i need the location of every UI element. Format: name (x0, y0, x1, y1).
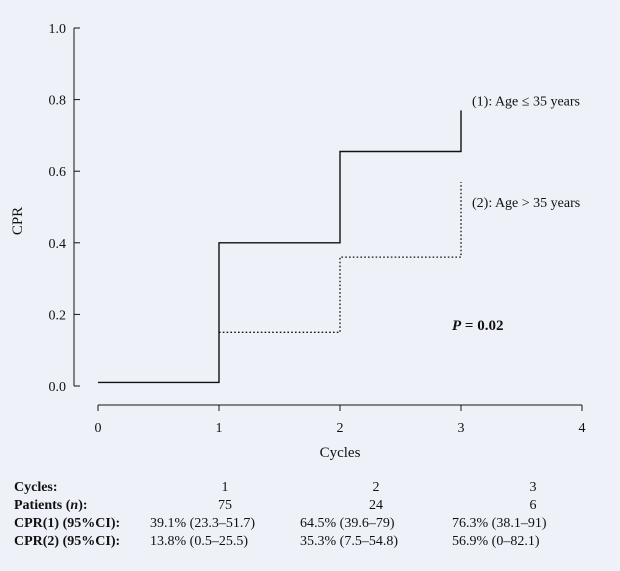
table-cell: 24 (369, 498, 383, 513)
table-row: Patients (n): 75 24 6 (14, 497, 614, 515)
y-tick-label-5: 1.0 (49, 22, 67, 37)
y-axis-title: CPR (10, 207, 26, 235)
x-axis-title: Cycles (320, 445, 361, 461)
p-value-number: = 0.02 (461, 318, 503, 334)
row-label: CPR(2) (95%CI): (14, 534, 121, 549)
table-cell: 39.1% (23.3–51.7) (150, 516, 255, 531)
y-tick-label-1: 0.2 (49, 308, 67, 323)
table-cell: 75 (218, 498, 232, 513)
table-cell: 2 (372, 480, 380, 495)
x-tick-label-0: 0 (95, 421, 102, 436)
table-cell: 76.3% (38.1–91) (452, 516, 547, 531)
table-cell: 1 (221, 480, 229, 495)
row-label: Patients (n): (14, 498, 88, 513)
x-tick-label-4: 4 (579, 421, 586, 436)
p-value-annotation: P = 0.02 (452, 318, 503, 334)
table-row: CPR(2) (95%CI): 13.8% (0.5–25.5) 35.3% (7.… (14, 533, 614, 551)
table-cell: 6 (529, 498, 537, 513)
table-row: Cycles: 1 2 3 (14, 479, 614, 497)
y-tick-label-2: 0.4 (49, 237, 67, 252)
table-cell: 35.3% (7.5–54.8) (300, 534, 398, 549)
series-2-line (219, 181, 462, 333)
table-cell: 13.8% (0.5–25.5) (150, 534, 248, 549)
legend-label-1: (1): Age ≤ 35 years (472, 94, 580, 109)
row-label: CPR(1) (95%CI): (14, 516, 121, 531)
table-cell: 3 (529, 480, 537, 495)
legend-label-2: (2): Age > 35 years (472, 196, 580, 211)
p-value-label: P (452, 318, 462, 334)
x-tick-label-1: 1 (216, 421, 223, 436)
table-cell: 64.5% (39.6–79) (300, 516, 395, 531)
table-cell: 56.9% (0–82.1) (452, 534, 540, 549)
y-tick-label-3: 0.6 (49, 165, 67, 180)
y-tick-label-4: 0.8 (49, 94, 67, 109)
series-1-line (98, 110, 462, 384)
summary-table: Cycles: 1 2 3 Patients (n): 75 24 6 CPR(1) (95%C… (14, 479, 614, 551)
x-tick-label-3: 3 (458, 421, 465, 436)
y-tick-label-0: 0.0 (49, 380, 67, 395)
plot-area: 0.0 0.2 0.4 0.6 0.8 1.0 0 1 2 3 4 Cycles CPR (1): Age… (10, 22, 586, 461)
x-tick-label-2: 2 (337, 421, 344, 436)
table-row: CPR(1) (95%CI): 39.1% (23.3–51.7) 64.5% (3… (14, 515, 614, 533)
row-label: Cycles: (14, 480, 58, 495)
